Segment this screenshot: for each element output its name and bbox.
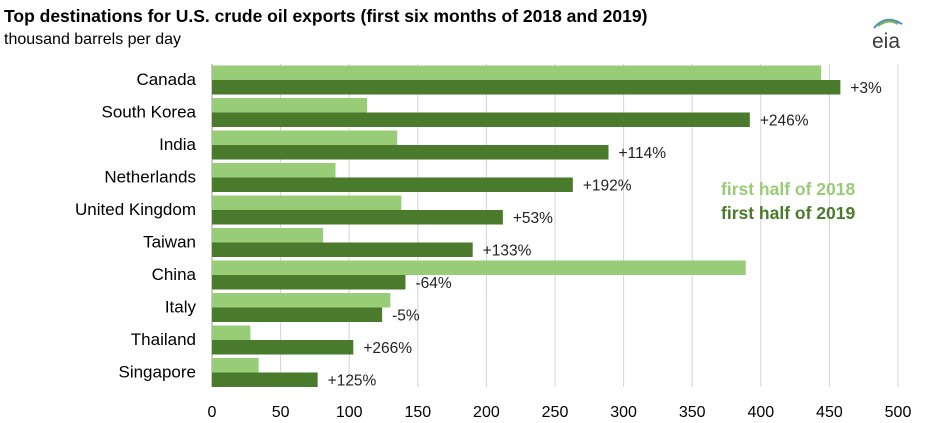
- bar-2019: [212, 340, 354, 355]
- change-label: +192%: [583, 178, 632, 195]
- bar-2019: [212, 145, 609, 160]
- bar-2019: [212, 307, 383, 322]
- x-tick-label: 250: [542, 404, 569, 421]
- legend-item: first half of 2019: [721, 203, 855, 223]
- category-label: China: [152, 265, 197, 284]
- change-label: +246%: [760, 113, 809, 130]
- bar-2018: [212, 293, 391, 308]
- bar-2018: [212, 358, 259, 373]
- bar-2018: [212, 98, 368, 113]
- bar-2019: [212, 210, 503, 225]
- bar-2018: [212, 130, 398, 145]
- change-label: +133%: [483, 243, 532, 260]
- x-tick-label: 300: [610, 404, 637, 421]
- x-tick-label: 450: [816, 404, 843, 421]
- bar-2019: [212, 112, 750, 127]
- change-label: -64%: [415, 275, 451, 292]
- change-label: -5%: [392, 308, 420, 325]
- eia-logo-icon: eia: [872, 18, 903, 52]
- x-tick-label: 350: [679, 404, 706, 421]
- change-label: +3%: [850, 80, 882, 97]
- bar-2019: [212, 177, 573, 192]
- bar-2018: [212, 65, 822, 80]
- bar-2018: [212, 260, 746, 275]
- category-label: Netherlands: [104, 168, 196, 187]
- legend-item: first half of 2018: [721, 179, 855, 199]
- bar-2018: [212, 325, 251, 340]
- bar-2019: [212, 80, 841, 95]
- bar-2018: [212, 195, 402, 210]
- x-tick-label: 200: [473, 404, 500, 421]
- change-label: +114%: [619, 145, 667, 162]
- x-tick-label: 150: [404, 404, 431, 421]
- bar-2019: [212, 372, 318, 387]
- legend: first half of 2018 first half of 2019: [721, 179, 855, 223]
- x-tick-label: 0: [208, 404, 217, 421]
- change-labels: +3% +246% +114% +192% +53% +133% -64% -5% +266% +…: [328, 80, 882, 390]
- bar-2019: [212, 275, 406, 290]
- category-labels: Canada South Korea India Netherlands United …: [75, 70, 197, 382]
- bar-2018: [212, 163, 336, 178]
- category-label: Canada: [136, 70, 196, 89]
- x-tick-label: 100: [336, 404, 363, 421]
- category-label: Italy: [165, 298, 197, 317]
- category-label: South Korea: [101, 103, 196, 122]
- category-label: Taiwan: [143, 233, 196, 252]
- x-tick-label: 50: [272, 404, 290, 421]
- bars: [212, 65, 841, 387]
- logo-text: eia: [872, 30, 900, 52]
- category-label: India: [159, 135, 196, 154]
- x-tick-label: 500: [885, 404, 912, 421]
- category-label: United Kingdom: [75, 200, 196, 219]
- chart-subtitle: thousand barrels per day: [4, 31, 181, 48]
- x-tick-label: 400: [747, 404, 774, 421]
- category-label: Thailand: [131, 330, 196, 349]
- change-label: +125%: [328, 373, 377, 390]
- x-axis-ticks: 0 50 100 150 200 250 300 350 400 450 500: [208, 404, 912, 421]
- change-label: +266%: [363, 340, 412, 357]
- change-label: +53%: [513, 210, 553, 227]
- bar-2018: [212, 228, 324, 243]
- bar-2019: [212, 242, 473, 257]
- chart-title: Top destinations for U.S. crude oil expo…: [4, 6, 648, 26]
- category-label: Singapore: [118, 363, 196, 382]
